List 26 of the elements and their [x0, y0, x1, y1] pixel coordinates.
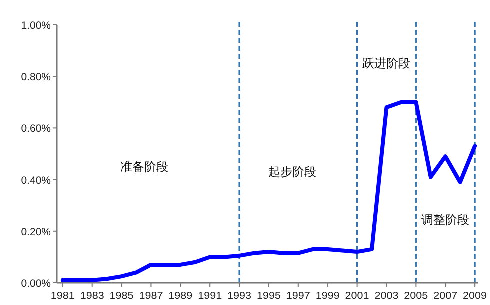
x-tick-label: 2001 — [345, 291, 370, 302]
annotation: 准备阶段 — [120, 160, 169, 174]
x-tick-label: 1993 — [228, 291, 252, 302]
x-tick-label: 1999 — [316, 291, 340, 302]
x-tick-label: 2005 — [404, 291, 429, 302]
y-tick-label: 1.00% — [21, 20, 51, 32]
x-tick-label: 1997 — [286, 291, 311, 302]
x-tick-label: 1987 — [139, 291, 164, 302]
x-tick-label: 2003 — [374, 291, 400, 302]
x-tick-label: 1991 — [198, 291, 223, 302]
x-tick-label: 1985 — [110, 291, 134, 302]
y-tick-label: 0.60% — [21, 123, 51, 136]
x-tick-label: 1983 — [80, 291, 105, 302]
line-series — [60, 100, 478, 282]
x-tick-label: 2009 — [463, 291, 488, 302]
y-tick-label: 0.80% — [21, 72, 51, 84]
annotation: 跃进阶段 — [362, 56, 411, 71]
x-tick-label: 1981 — [50, 291, 76, 302]
x-tick-label: 1995 — [256, 291, 282, 302]
annotation: 起步阶段 — [268, 165, 317, 180]
annotation: 调整阶段 — [422, 212, 470, 227]
y-tick-label: 0.00% — [21, 278, 51, 290]
x-tick-label: 1989 — [168, 291, 194, 302]
y-tick-label: 0.20% — [21, 226, 51, 238]
x-tick-label: 2007 — [434, 291, 458, 302]
y-tick-label: 0.40% — [21, 174, 51, 187]
